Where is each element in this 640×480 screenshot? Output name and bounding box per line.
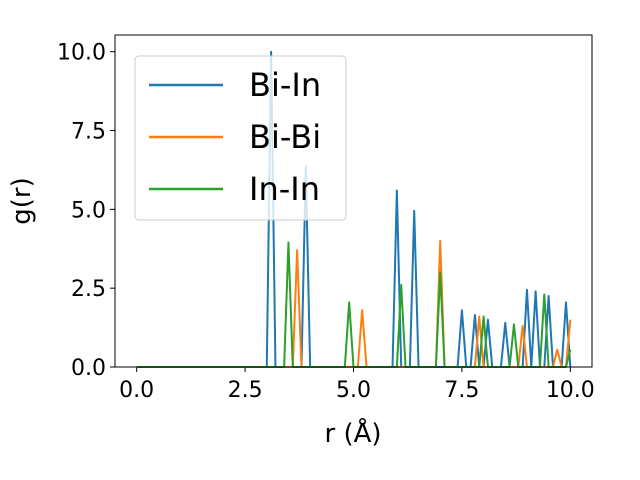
legend-label: Bi-Bi	[249, 118, 321, 156]
x-tick-label: 2.5	[228, 378, 263, 403]
x-axis-label: r (Å)	[324, 417, 381, 449]
y-tick-label: 7.5	[71, 120, 106, 145]
y-tick-label: 5.0	[71, 198, 106, 223]
y-tick-label: 2.5	[71, 277, 106, 302]
plot-frame	[114, 34, 593, 368]
y-tick-label: 10.0	[57, 41, 106, 66]
legend-label: In-In	[249, 170, 320, 208]
legend-label: Bi-In	[249, 66, 321, 104]
y-tick-label: 0.0	[71, 356, 106, 381]
x-tick-label: 0.0	[119, 378, 154, 403]
x-tick-label: 7.5	[444, 378, 479, 403]
y-axis-label: g(r)	[7, 177, 37, 224]
x-tick-label: 5.0	[336, 378, 371, 403]
x-tick-label: 10.0	[546, 378, 595, 403]
legend-box	[134, 55, 347, 221]
